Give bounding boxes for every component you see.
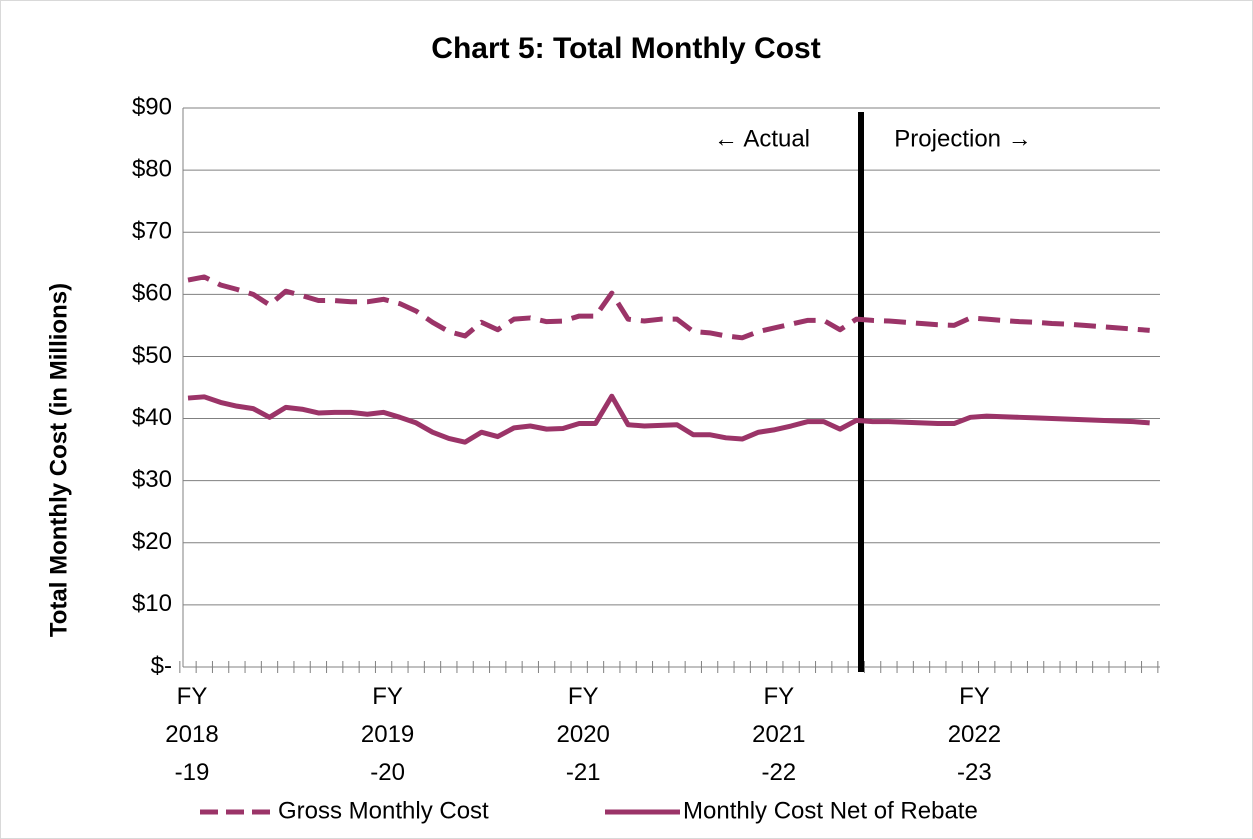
x-tick-label: FY 2020 -21 — [557, 683, 610, 786]
y-tick-label: $30 — [132, 466, 172, 493]
x-tick-label: FY 2022 -23 — [948, 683, 1001, 786]
y-tick-label: $70 — [132, 218, 172, 245]
chart-title: Chart 5: Total Monthly Cost — [431, 32, 820, 65]
y-tick-label: $50 — [132, 342, 172, 369]
y-tick-label: $80 — [132, 155, 172, 182]
y-tick-label: $10 — [132, 590, 172, 617]
annotation: ← Actual — [714, 125, 810, 152]
x-tick-label: FY 2018 -19 — [165, 683, 218, 786]
y-tick-label: $40 — [132, 404, 172, 431]
legend-label: Gross Monthly Cost — [278, 797, 489, 824]
x-tick-label: FY 2019 -20 — [361, 683, 414, 786]
y-tick-label: $60 — [132, 280, 172, 307]
legend-label: Monthly Cost Net of Rebate — [683, 797, 978, 824]
series-line — [187, 393, 1150, 445]
y-tick-label: $90 — [132, 93, 172, 120]
series-line — [187, 274, 1150, 341]
annotation: Projection → — [894, 125, 1031, 152]
y-tick-label: $20 — [132, 528, 172, 555]
x-tick-label: FY 2021 -22 — [752, 683, 805, 786]
y-axis-label: Total Monthly Cost (in Millions) — [45, 283, 72, 637]
y-tick-label: $- — [151, 652, 172, 679]
